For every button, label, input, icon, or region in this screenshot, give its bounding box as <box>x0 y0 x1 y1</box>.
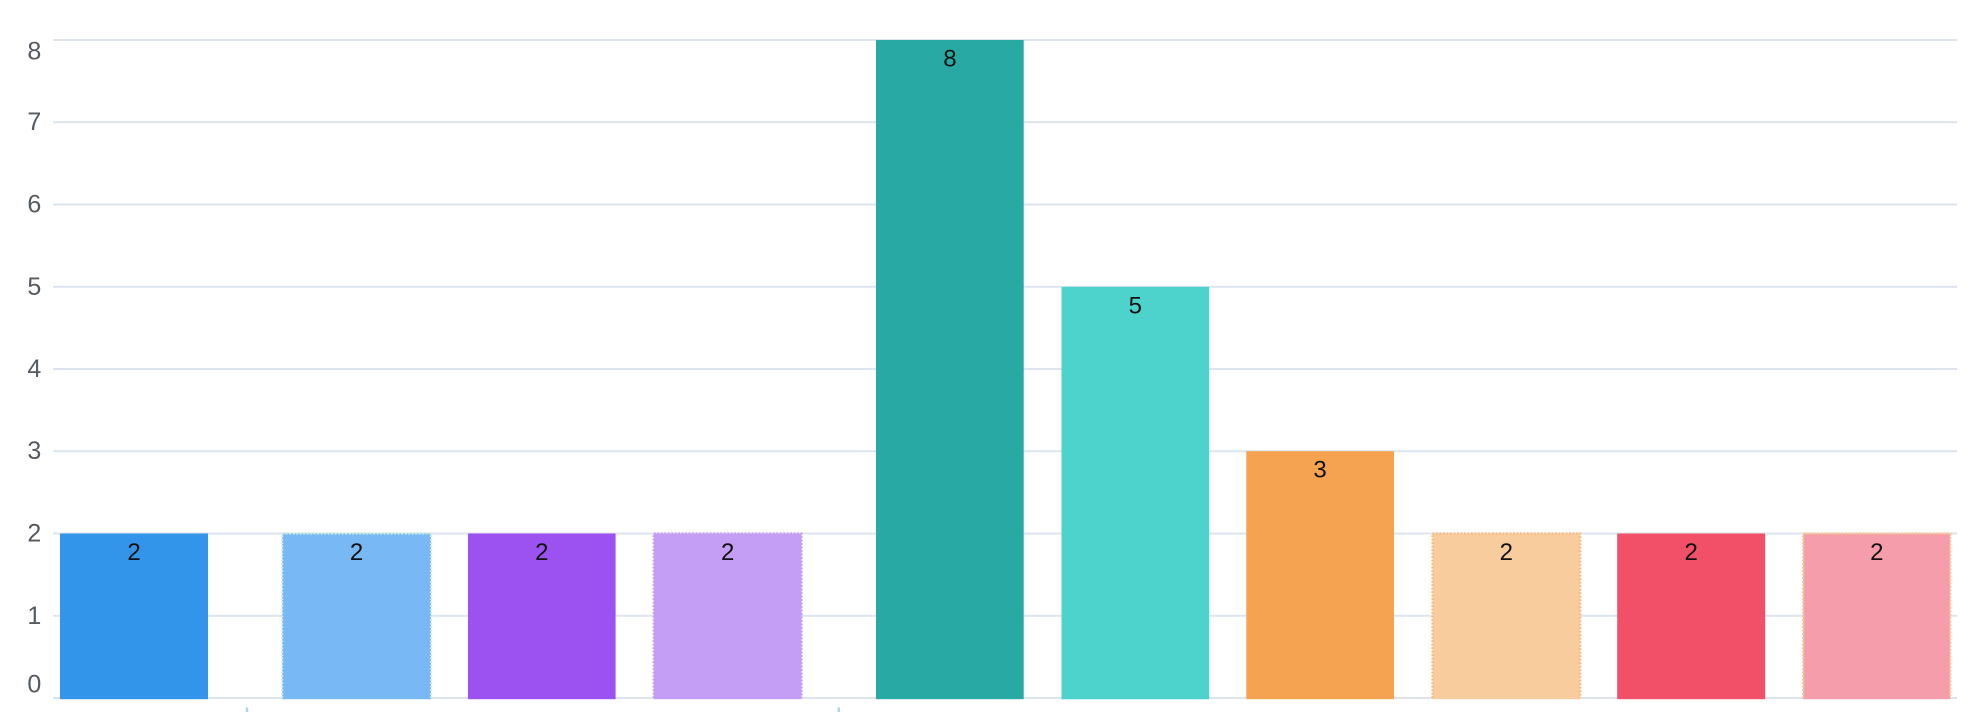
svg-text:1: 1 <box>27 602 41 630</box>
svg-text:2: 2 <box>721 539 734 566</box>
svg-text:5: 5 <box>1129 292 1142 319</box>
svg-text:3: 3 <box>1313 457 1326 484</box>
svg-text:8: 8 <box>27 38 41 66</box>
svg-text:2: 2 <box>127 539 140 566</box>
svg-text:2: 2 <box>1685 539 1698 566</box>
svg-text:2: 2 <box>1500 539 1513 566</box>
svg-text:2: 2 <box>1870 539 1883 566</box>
svg-text:0: 0 <box>27 671 41 699</box>
svg-text:7: 7 <box>27 108 41 136</box>
svg-text:6: 6 <box>27 191 41 219</box>
svg-text:3: 3 <box>27 437 41 465</box>
svg-text:2: 2 <box>350 539 363 566</box>
svg-text:5: 5 <box>27 273 41 301</box>
svg-text:4: 4 <box>27 355 41 383</box>
svg-text:2: 2 <box>27 520 41 548</box>
svg-text:8: 8 <box>943 46 956 73</box>
svg-text:2: 2 <box>535 539 548 566</box>
